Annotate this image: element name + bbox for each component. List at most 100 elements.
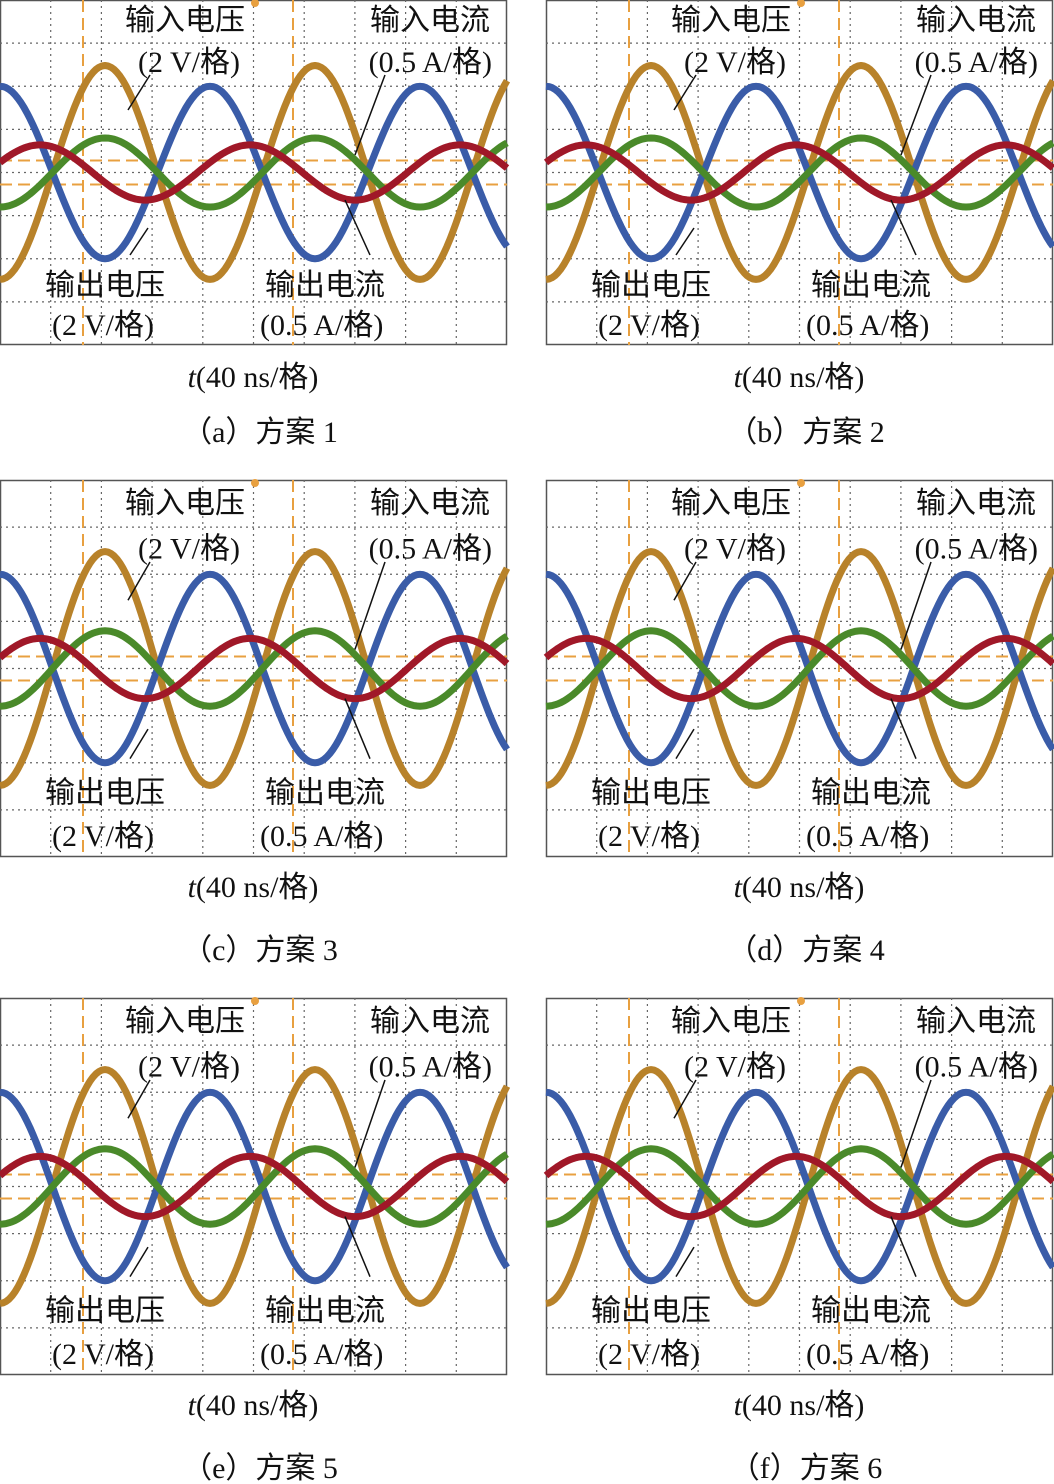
annotation-label: (0.5 A/格) <box>369 533 492 566</box>
annotation-label: (2 V/格) <box>52 1338 154 1371</box>
annotation-leader <box>129 227 149 256</box>
input-voltage-wave <box>0 1088 510 1285</box>
time-variable: t <box>188 1389 197 1422</box>
annotation-leader <box>354 1079 386 1168</box>
time-scale: (40 ns/格) <box>742 1389 865 1422</box>
time-scale: (40 ns/格) <box>196 1389 319 1422</box>
trigger-marker <box>797 0 805 7</box>
annotation-leader <box>900 1079 932 1168</box>
annotation-leader <box>127 1079 151 1119</box>
annotation-label: (2 V/格) <box>684 533 786 566</box>
time-scale: (40 ns/格) <box>196 361 319 394</box>
annotation-leader <box>675 227 695 256</box>
annotation-label: 输出电压 <box>45 1294 165 1327</box>
annotation-label: 输入电流 <box>916 1005 1036 1038</box>
annotation-label: 输入电压 <box>125 4 245 37</box>
output-voltage-wave <box>545 1066 1054 1307</box>
annotation-label: (2 V/格) <box>598 309 700 342</box>
input-voltage-wave <box>545 1088 1054 1285</box>
time-scale: (40 ns/格) <box>742 361 865 394</box>
output-current-wave <box>545 627 1054 710</box>
output-current-wave <box>0 134 509 211</box>
input-voltage-wave <box>0 570 510 767</box>
annotation-label: (0.5 A/格) <box>369 46 492 79</box>
trigger-marker <box>797 997 805 1005</box>
input-voltage-wave <box>0 82 510 263</box>
annotation-leader <box>354 74 386 156</box>
time-axis-label: t(40 ns/格) <box>734 361 865 394</box>
panel: 输入电压 (2 V/格) 输入电流 (0.5 A/格) 输出电压 (2 V/格) 输出电流 (… <box>0 0 511 346</box>
time-variable: t <box>188 871 197 904</box>
annotation-label: (0.5 A/格) <box>915 46 1038 79</box>
input-current-wave <box>0 1152 510 1221</box>
annotation-label: (2 V/格) <box>684 1051 786 1084</box>
output-current-wave <box>545 1145 1054 1228</box>
input-current-wave <box>543 634 1054 703</box>
annotation-label: (2 V/格) <box>52 820 154 853</box>
panel: 输入电压 (2 V/格) 输入电流 (0.5 A/格) 输出电压 (2 V/格) 输出电流 (… <box>543 997 1054 1376</box>
annotation-leader <box>673 74 697 111</box>
annotation-label: 输入电压 <box>125 1005 245 1038</box>
time-variable: t <box>734 1389 743 1422</box>
annotation-label: (0.5 A/格) <box>260 820 383 853</box>
annotation-label: 输入电压 <box>671 1005 791 1038</box>
trigger-marker <box>797 479 805 487</box>
annotation-label: 输出电流 <box>265 776 385 809</box>
input-voltage-wave <box>545 82 1054 263</box>
annotation-label: (0.5 A/格) <box>369 1051 492 1084</box>
trigger-marker <box>251 0 259 7</box>
annotation-label: 输出电流 <box>265 1294 385 1327</box>
annotation-leader <box>344 698 371 759</box>
annotation-label: 输入电压 <box>671 487 791 520</box>
annotation-label: 输出电流 <box>811 269 931 302</box>
time-variable: t <box>734 361 743 394</box>
annotation-label: (2 V/格) <box>598 1338 700 1371</box>
panel: 输入电压 (2 V/格) 输入电流 (0.5 A/格) 输出电压 (2 V/格) 输出电流 (… <box>543 0 1054 346</box>
annotation-leader <box>900 561 932 650</box>
annotation-leader <box>890 698 917 759</box>
annotation-label: (2 V/格) <box>598 820 700 853</box>
input-current-wave <box>543 1152 1054 1221</box>
time-scale: (40 ns/格) <box>196 871 319 904</box>
time-axis-label: t(40 ns/格) <box>188 1389 319 1422</box>
time-axis-label: t(40 ns/格) <box>734 871 865 904</box>
annotation-label: 输出电压 <box>45 776 165 809</box>
output-voltage-wave <box>0 548 511 789</box>
output-voltage-wave <box>545 548 1054 789</box>
time-scale: (40 ns/格) <box>742 871 865 904</box>
annotation-leader <box>127 74 151 111</box>
output-voltage-wave <box>545 62 1054 283</box>
annotation-label: 输入电流 <box>370 4 490 37</box>
annotation-label: (0.5 A/格) <box>260 309 383 342</box>
panel-caption: （c）方案 3 <box>182 934 338 967</box>
annotation-label: (2 V/格) <box>52 309 154 342</box>
annotation-leader <box>344 199 371 256</box>
annotation-label: (2 V/格) <box>684 46 786 79</box>
annotation-label: 输入电压 <box>671 4 791 37</box>
annotation-leader <box>129 1246 149 1278</box>
panel-caption: （b）方案 2 <box>727 416 885 449</box>
panel-caption: （a）方案 1 <box>182 416 338 449</box>
annotation-label: (0.5 A/格) <box>915 533 1038 566</box>
input-current-wave <box>543 141 1054 204</box>
annotation-label: (0.5 A/格) <box>806 309 929 342</box>
annotation-label: 输出电流 <box>811 1294 931 1327</box>
annotation-label: 输出电压 <box>591 269 711 302</box>
annotation-leader <box>344 1216 371 1277</box>
time-variable: t <box>734 871 743 904</box>
input-current-wave <box>0 634 510 703</box>
annotation-leader <box>890 199 917 256</box>
annotation-label: 输入电流 <box>916 4 1036 37</box>
annotation-label: (0.5 A/格) <box>806 820 929 853</box>
annotation-label: 输入电流 <box>370 1005 490 1038</box>
output-voltage-wave <box>0 62 511 283</box>
panel-caption: （e）方案 5 <box>182 1452 338 1484</box>
annotation-label: (2 V/格) <box>138 46 240 79</box>
annotation-label: (2 V/格) <box>138 1051 240 1084</box>
annotation-label: (0.5 A/格) <box>260 1338 383 1371</box>
annotation-label: 输出电压 <box>591 776 711 809</box>
panel: 输入电压 (2 V/格) 输入电流 (0.5 A/格) 输出电压 (2 V/格) 输出电流 (… <box>0 479 511 858</box>
trigger-marker <box>251 997 259 1005</box>
input-voltage-wave <box>545 570 1054 767</box>
